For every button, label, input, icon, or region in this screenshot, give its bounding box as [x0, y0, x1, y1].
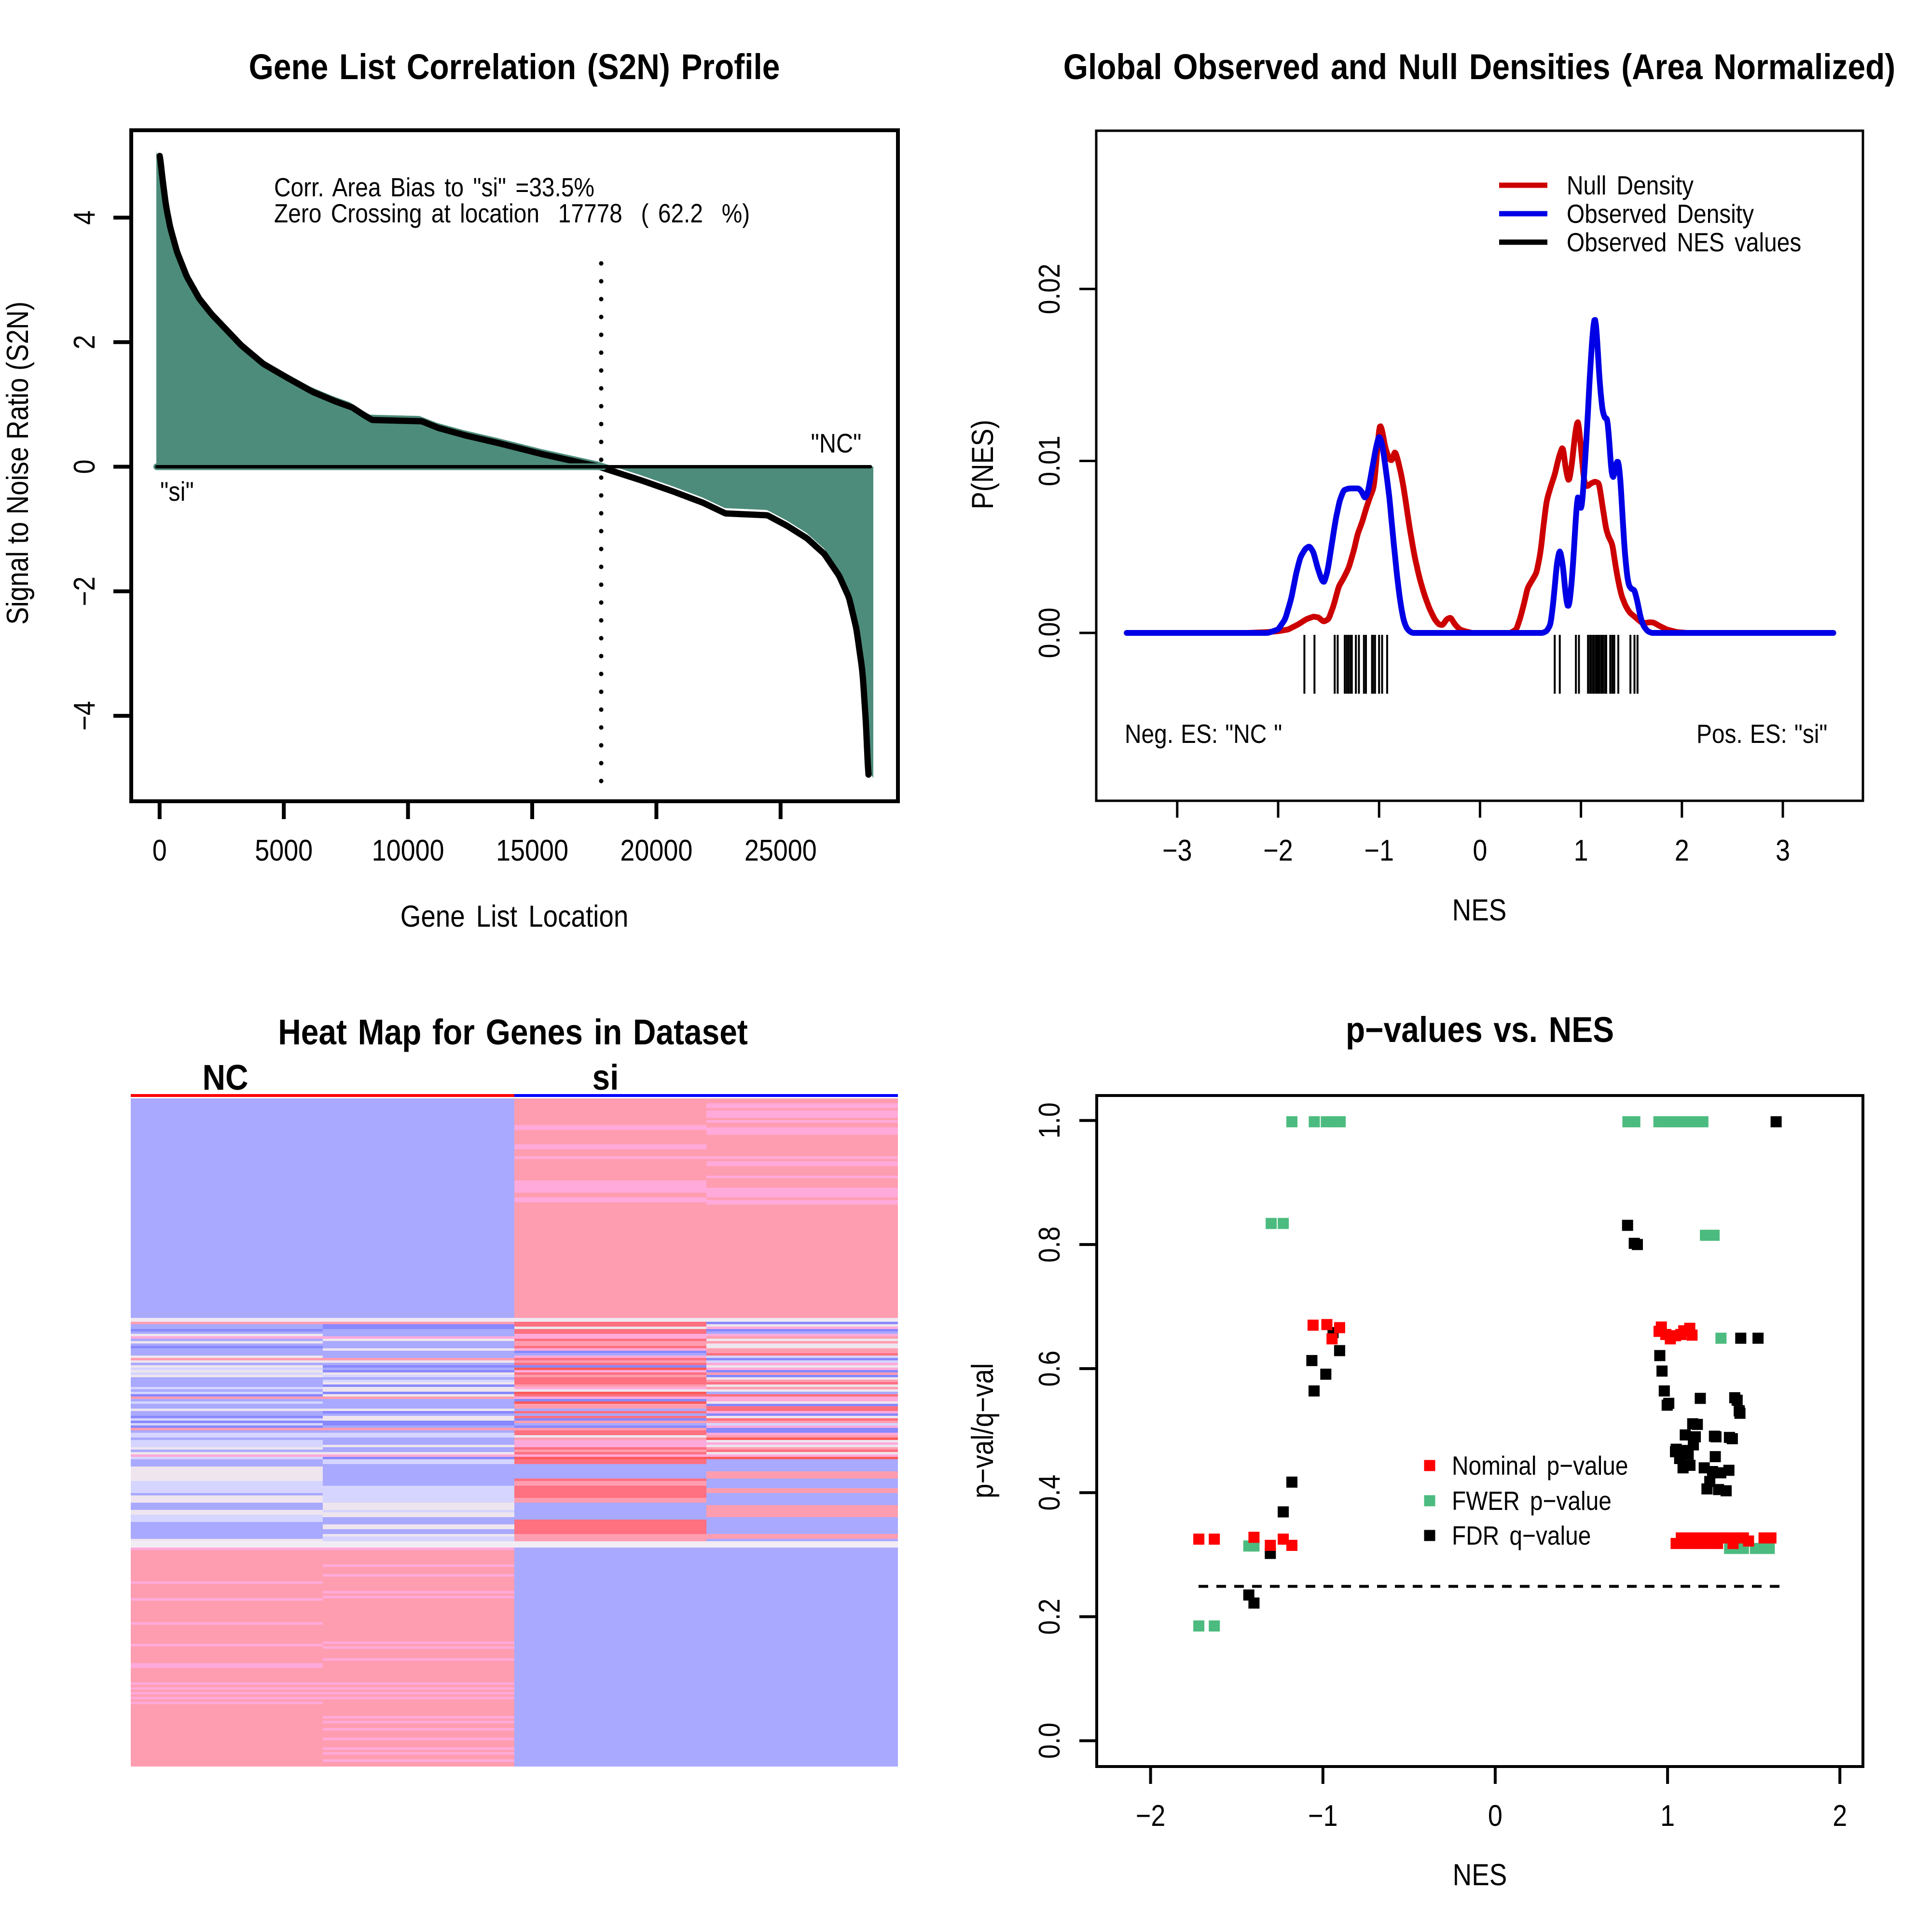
svg-text:FWER p−value: FWER p−value [1452, 1486, 1612, 1516]
svg-text:0.8: 0.8 [1033, 1226, 1066, 1262]
svg-text:−2: −2 [68, 576, 101, 606]
svg-text:0.02: 0.02 [1033, 264, 1066, 315]
svg-text:Gene List Correlation (S2N) Pr: Gene List Correlation (S2N) Profile [249, 47, 780, 86]
svg-text:0.01: 0.01 [1033, 436, 1066, 486]
svg-text:Observed Density: Observed Density [1567, 199, 1754, 229]
svg-text:−4: −4 [68, 701, 101, 730]
svg-text:10000: 10000 [372, 834, 444, 867]
svg-text:1.0: 1.0 [1033, 1102, 1066, 1138]
svg-text:Global Observed and Null Densi: Global Observed and Null Densities (Area… [1063, 47, 1895, 86]
svg-text:Signal to Noise Ratio (S2N): Signal to Noise Ratio (S2N) [0, 301, 34, 625]
svg-text:p−val/q−val: p−val/q−val [965, 1363, 999, 1498]
svg-text:Null Density: Null Density [1567, 170, 1694, 200]
svg-text:NES: NES [1452, 893, 1507, 927]
svg-text:0: 0 [152, 834, 167, 867]
svg-text:p−values vs. NES: p−values vs. NES [1346, 1010, 1614, 1049]
svg-text:P(NES): P(NES) [965, 420, 999, 509]
svg-text:0.00: 0.00 [1033, 608, 1066, 658]
svg-text:NES: NES [1453, 1858, 1507, 1891]
svg-text:3: 3 [1776, 834, 1790, 867]
svg-text:15000: 15000 [496, 834, 568, 867]
svg-text:−1: −1 [1308, 1799, 1337, 1833]
svg-text:Heat Map for Genes in Dataset: Heat Map for Genes in Dataset [278, 1012, 748, 1052]
svg-text:Observed NES values: Observed NES values [1567, 227, 1801, 257]
svg-text:Neg. ES: "NC ": Neg. ES: "NC " [1125, 719, 1282, 749]
svg-text:si: si [593, 1057, 619, 1097]
svg-text:Pos. ES: "si": Pos. ES: "si" [1696, 719, 1827, 749]
svg-text:5000: 5000 [255, 834, 313, 867]
svg-text:Zero Crossing at location 177: Zero Crossing at location 17778 ( 62.2 %… [274, 198, 750, 228]
svg-text:1: 1 [1660, 1799, 1675, 1833]
svg-text:2: 2 [68, 335, 101, 349]
svg-text:−2: −2 [1136, 1799, 1165, 1833]
svg-text:−3: −3 [1162, 834, 1192, 867]
svg-text:0: 0 [1473, 834, 1487, 867]
svg-text:0: 0 [68, 460, 101, 474]
svg-text:"NC": "NC" [811, 428, 862, 459]
svg-text:0.6: 0.6 [1033, 1351, 1066, 1387]
svg-text:0.4: 0.4 [1033, 1475, 1066, 1511]
svg-text:20000: 20000 [620, 834, 692, 867]
svg-text:−1: −1 [1364, 834, 1393, 867]
svg-text:4: 4 [68, 210, 101, 225]
svg-text:25000: 25000 [744, 834, 817, 867]
svg-text:NC: NC [202, 1057, 248, 1097]
svg-text:2: 2 [1833, 1799, 1847, 1833]
svg-text:0.0: 0.0 [1033, 1723, 1066, 1759]
svg-text:2: 2 [1675, 834, 1689, 867]
svg-text:Nominal p−value: Nominal p−value [1452, 1451, 1628, 1480]
svg-text:0: 0 [1488, 1799, 1503, 1833]
svg-text:1: 1 [1574, 834, 1588, 867]
svg-text:"si": "si" [160, 477, 194, 507]
svg-text:FDR q−value: FDR q−value [1452, 1521, 1591, 1550]
svg-text:−2: −2 [1263, 834, 1293, 867]
svg-text:0.2: 0.2 [1033, 1599, 1066, 1635]
svg-text:Gene List Location: Gene List Location [400, 899, 629, 933]
svg-text:Corr. Area Bias to "si" =33.5%: Corr. Area Bias to "si" =33.5% [274, 172, 594, 202]
